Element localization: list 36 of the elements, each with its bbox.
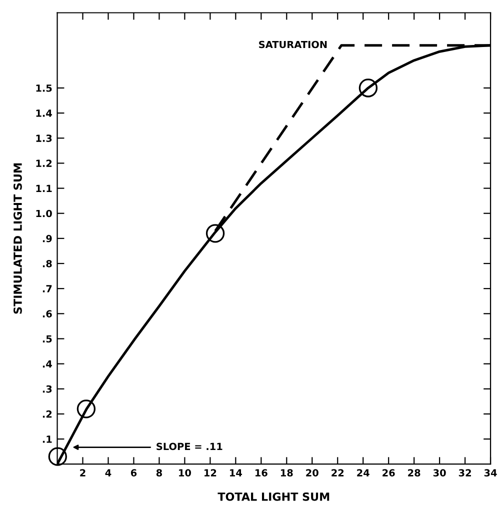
x-tick-label: 12: [204, 469, 216, 476]
y-tick-label: .6: [42, 310, 52, 318]
x-tick-label: 8: [156, 469, 162, 476]
y-tick-label: .4: [42, 360, 52, 368]
y-tick-label: 1.4: [36, 110, 52, 117]
y-tick-label: .8: [42, 260, 52, 268]
y-tick-label: .1: [42, 436, 52, 443]
y-tick-label: .7: [42, 285, 52, 292]
y-tick-label: .2: [42, 410, 52, 418]
x-tick-label: 16: [255, 469, 268, 476]
x-tick-label: 28: [408, 469, 420, 476]
x-tick-label: 22: [332, 469, 344, 476]
y-tick-label: 1.0: [36, 210, 52, 218]
x-tick-label: 18: [280, 469, 293, 476]
x-tick-label: 34: [484, 469, 497, 476]
x-tick-label: 20: [306, 469, 318, 476]
x-axis-title: TOTAL LIGHT SUM: [218, 492, 330, 501]
y-tick-label: 1.2: [36, 160, 52, 167]
x-tick-label: 24: [357, 469, 370, 476]
y-tick-label: 1.5: [36, 84, 52, 92]
annotation: SATURATION: [259, 40, 327, 48]
x-tick-label: 26: [382, 469, 395, 476]
y-tick-label: 1.3: [36, 134, 52, 142]
x-tick-label: 30: [433, 469, 446, 476]
y-axis-title: STIMULATED LIGHT SUM: [14, 163, 22, 314]
annotation: SLOPE = .11: [156, 442, 222, 450]
y-tick-label: 1.1: [36, 184, 52, 192]
x-tick-label: 4: [105, 469, 112, 476]
y-tick-label: .3: [42, 385, 52, 393]
y-tick-label: .5: [42, 335, 52, 343]
x-tick-label: 14: [230, 469, 242, 476]
x-tick-label: 32: [458, 469, 471, 476]
x-tick-label: 10: [179, 469, 191, 476]
x-tick-label: 6: [130, 469, 137, 476]
y-tick-label: .9: [42, 234, 52, 242]
x-tick-label: 2: [80, 469, 86, 476]
